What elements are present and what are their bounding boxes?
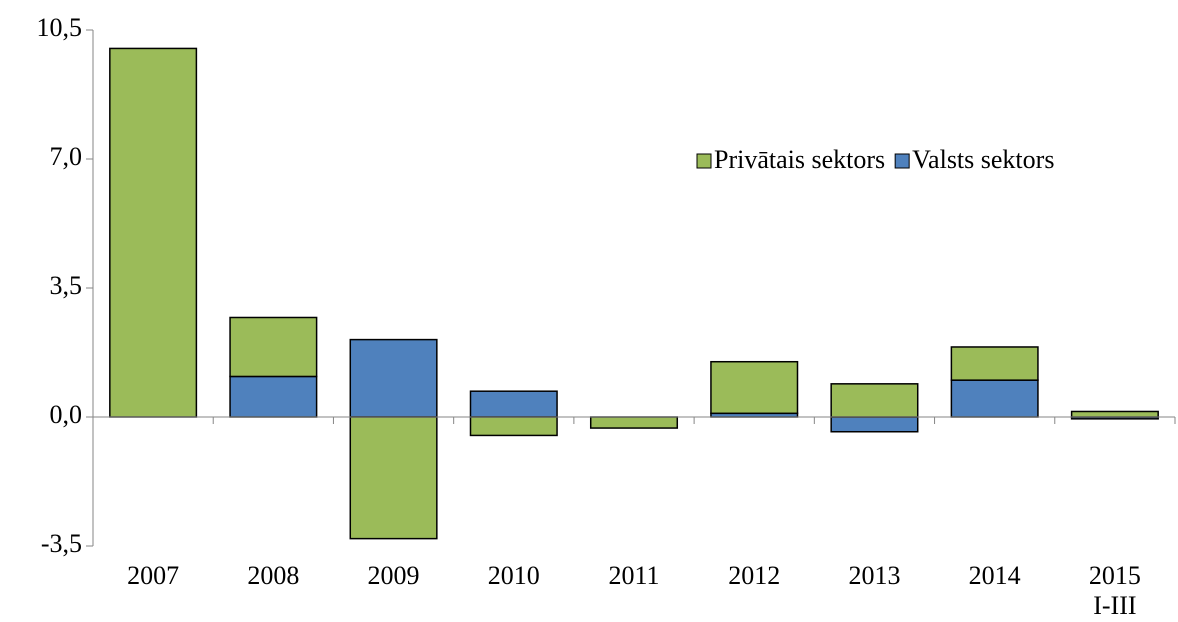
x-tick-label: 2011 (608, 561, 660, 590)
y-tick-label: 3,5 (50, 271, 83, 300)
x-tick-label: 2014 (968, 561, 1021, 590)
x-tick-label: 2015 I-III (1088, 561, 1141, 620)
legend-label: Privātais sektors (714, 145, 885, 174)
bar (469, 390, 558, 418)
bar (710, 360, 799, 415)
bar (950, 379, 1039, 418)
x-tick-label: 2009 (367, 561, 420, 590)
bar (229, 316, 318, 378)
x-tick-label: 2007 (127, 561, 180, 590)
legend-swatch (696, 153, 712, 169)
x-tick-label: 2012 (728, 561, 781, 590)
bar (349, 338, 438, 418)
y-tick-label: 10,5 (37, 13, 83, 42)
y-tick-label: 0,0 (50, 400, 83, 429)
bar (830, 383, 919, 418)
legend-label: Valsts sektors (912, 145, 1054, 174)
y-tick-label: -3,5 (41, 529, 82, 558)
bar (950, 346, 1039, 381)
x-tick-label: 2013 (848, 561, 901, 590)
bar (1070, 410, 1159, 418)
bar (229, 375, 318, 418)
y-tick-label: 7,0 (50, 142, 83, 171)
bar (349, 416, 438, 540)
x-tick-label: 2010 (487, 561, 540, 590)
legend-swatch (894, 153, 910, 169)
bar (830, 416, 919, 433)
bar (589, 416, 679, 429)
x-tick-label: 2008 (247, 561, 300, 590)
bar (109, 47, 198, 418)
bar (469, 416, 558, 437)
